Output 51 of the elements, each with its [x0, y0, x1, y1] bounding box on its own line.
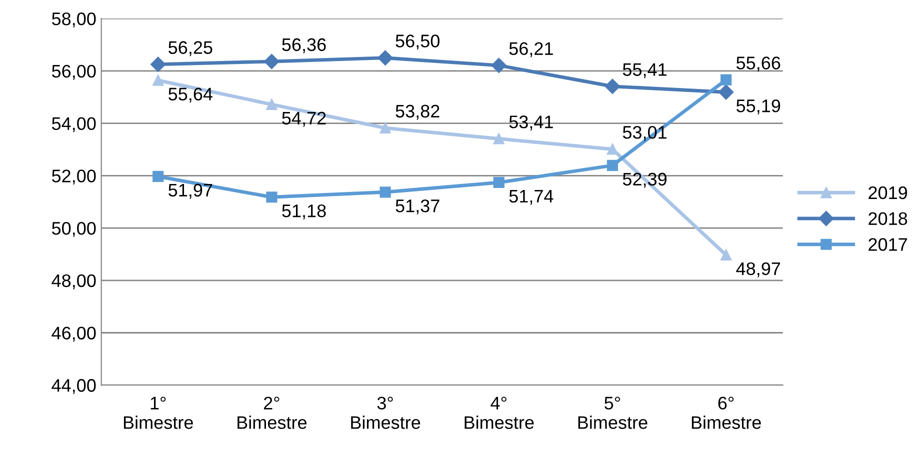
data-label: 56,25	[168, 41, 212, 56]
point	[491, 58, 506, 73]
data-label: 51,37	[396, 199, 440, 214]
point	[606, 160, 618, 171]
data-label: 55,41	[622, 63, 666, 78]
point	[152, 170, 164, 182]
data-label: 48,97	[736, 262, 780, 278]
data-label: 53,82	[396, 104, 440, 120]
data-label: 56,50	[396, 34, 440, 50]
point	[720, 249, 732, 261]
point	[152, 74, 164, 86]
y-tick-label: 54,00	[52, 117, 96, 132]
point	[604, 78, 620, 94]
legend-label: 2019	[868, 186, 908, 200]
y-tick-label: 58,00	[52, 12, 96, 28]
x-tick-label: 4° Bimestre	[464, 396, 534, 429]
point	[493, 133, 504, 144]
x-tick-label: 1° Bimestre	[124, 396, 193, 429]
data-label: 51,74	[509, 190, 554, 205]
data-label: 53,41	[509, 116, 553, 130]
y-tick-label: 56,00	[52, 64, 96, 80]
point	[718, 84, 734, 100]
y-tick-label: 44,00	[52, 379, 96, 394]
y-tick-label: 50,00	[52, 222, 96, 237]
data-label: 56,36	[282, 38, 326, 54]
y-tick-label: 52,00	[52, 170, 96, 185]
data-label: 52,39	[622, 172, 667, 188]
point	[264, 54, 280, 70]
point	[720, 74, 732, 86]
data-label: 54,72	[282, 112, 326, 127]
legend-label: 2017	[868, 238, 907, 251]
y-tick-label: 46,00	[52, 326, 96, 342]
point	[266, 192, 278, 203]
x-tick-label: 6° Bimestre	[692, 396, 761, 429]
data-label: 51,97	[168, 184, 212, 199]
x-tick-label: 3° Bimestre	[351, 396, 420, 429]
point	[378, 50, 393, 66]
data-label: 55,66	[736, 56, 780, 72]
x-tick-label: 2° Bimestre	[238, 396, 307, 429]
point	[380, 122, 391, 134]
data-label: 55,19	[736, 99, 780, 114]
legend-label: 2018	[868, 212, 908, 226]
y-tick-label: 48,00	[52, 274, 96, 290]
data-label: 55,64	[168, 88, 212, 103]
point	[266, 98, 278, 110]
point	[150, 56, 166, 72]
x-tick-label: 5° Bimestre	[578, 396, 648, 429]
data-label: 56,21	[509, 42, 553, 58]
point	[380, 186, 391, 198]
point	[493, 176, 504, 188]
data-label: 51,18	[282, 204, 326, 220]
